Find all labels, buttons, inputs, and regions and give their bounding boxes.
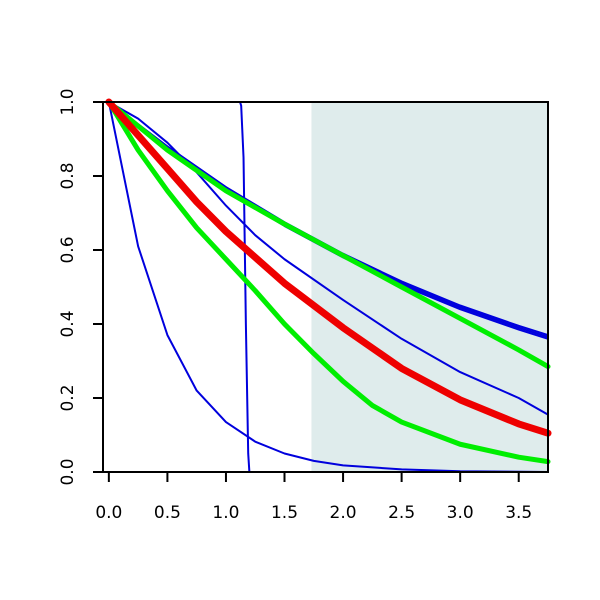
x-tick-label: 2.5 bbox=[388, 503, 415, 523]
x-tick-label: 3.5 bbox=[505, 503, 532, 523]
y-tick-label: 0.6 bbox=[58, 236, 78, 263]
shaded-region bbox=[311, 102, 548, 472]
series-line-1 bbox=[107, 101, 549, 473]
x-tick-label: 0.5 bbox=[154, 503, 181, 523]
y-tick-label: 0.4 bbox=[58, 310, 78, 337]
series-line-8 bbox=[106, 99, 551, 465]
series-line-6 bbox=[107, 101, 549, 416]
plot-frame bbox=[102, 101, 549, 473]
axes-layer: 0.0 0.5 1.0 1.5 2.0 2.5 3.0 3.5 0.0 0.2 0.4 0.6 0.8 1… bbox=[58, 88, 549, 523]
series-layer bbox=[105, 98, 552, 473]
x-tick-label: 1.5 bbox=[271, 503, 298, 523]
y-tick-label: 0.8 bbox=[58, 162, 78, 189]
y-tick-label: 0.2 bbox=[58, 384, 78, 411]
x-tick-label: 1.0 bbox=[212, 503, 239, 523]
x-tick-label: 2.0 bbox=[330, 503, 357, 523]
y-tick-label: 0.0 bbox=[58, 458, 78, 485]
series-line-9 bbox=[105, 98, 552, 437]
series-line-7 bbox=[106, 99, 551, 370]
x-tick-label: 3.0 bbox=[447, 503, 474, 523]
x-tick-label: 0.0 bbox=[95, 503, 122, 523]
y-tick-label: 1.0 bbox=[58, 88, 78, 115]
